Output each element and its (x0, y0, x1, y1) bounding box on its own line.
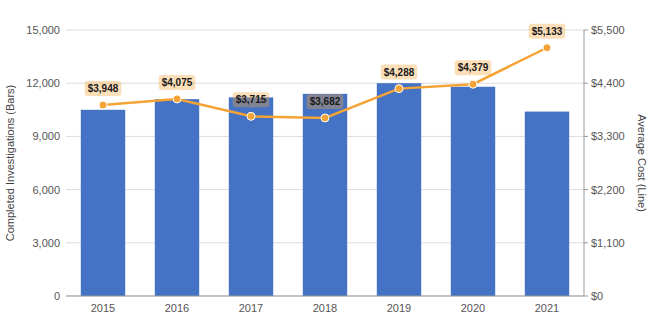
y2-tick-label: $1,100 (591, 237, 625, 249)
line-marker (395, 85, 403, 93)
plot-area (81, 44, 569, 296)
y2-tick (584, 30, 588, 31)
y2-tick (584, 296, 588, 297)
grid-line (66, 296, 584, 297)
y-tick-label: 12,000 (26, 77, 60, 89)
data-label-text: $5,133 (532, 26, 563, 37)
y-axis-title: Completed Investigations (Bars) (4, 85, 16, 242)
x-tick-label: 2016 (165, 302, 189, 314)
line-marker (543, 44, 551, 52)
data-label-text: $4,075 (162, 77, 193, 88)
x-tick-label: 2015 (91, 302, 115, 314)
x-axis-line (66, 296, 584, 297)
y2-tick-label: $2,200 (591, 184, 625, 196)
line-marker (173, 95, 181, 103)
y2-tick (584, 136, 588, 137)
x-tick-label: 2020 (461, 302, 485, 314)
y-tick-label: 6,000 (32, 184, 60, 196)
grid (66, 30, 584, 296)
y2-tick (584, 83, 588, 84)
data-label-text: $4,379 (458, 62, 489, 73)
data-label: $5,133 (529, 24, 566, 39)
y-tick-label: 3,000 (32, 237, 60, 249)
line-marker (99, 101, 107, 109)
data-label-text: $4,288 (384, 67, 415, 78)
bar (303, 94, 347, 296)
data-label-box (233, 92, 270, 107)
y-tick-label: 15,000 (26, 24, 60, 36)
chart-container: 0 3,000 6,000 9,000 12,000 15,000 $0 $1,100 $2,2… (0, 0, 650, 324)
data-label: $3,682 (307, 94, 344, 109)
data-label: $4,379 (455, 60, 492, 75)
y2-tick-label: $4,400 (591, 77, 625, 89)
line-marker (469, 80, 477, 88)
y2-tick-label: $5,500 (591, 24, 625, 36)
data-label: $4,288 (381, 65, 418, 80)
data-label-box (381, 65, 418, 80)
bar (81, 110, 125, 296)
y2-tick-label: $0 (591, 290, 603, 302)
x-tick-label: 2019 (387, 302, 411, 314)
bar (451, 87, 495, 296)
bar (155, 99, 199, 296)
data-label-text: $3,682 (310, 96, 341, 107)
data-label: $4,075 (159, 75, 196, 90)
data-label-box (85, 81, 122, 96)
chart: 0 3,000 6,000 9,000 12,000 15,000 $0 $1,100 $2,2… (0, 0, 650, 324)
data-label-box (529, 24, 566, 39)
data-label: $3,715 (233, 92, 270, 107)
data-labels: $3,948 $4,075 $3,715 $3,682 $4,288 $4,379 $5,1… (85, 24, 566, 109)
y2-axis-line (584, 30, 585, 296)
bar (377, 83, 421, 296)
y2-tick (584, 242, 588, 243)
y2-axis-title: Average Cost (Line) (636, 114, 648, 212)
data-label-box (455, 60, 492, 75)
x-tick-label: 2018 (313, 302, 337, 314)
y-tick-label: 9,000 (32, 130, 60, 142)
data-label: $3,948 (85, 81, 122, 96)
y2-tick (584, 189, 588, 190)
x-tick-label: 2017 (239, 302, 263, 314)
y2-tick-label: $3,300 (591, 130, 625, 142)
grid-line (66, 83, 584, 84)
line (103, 48, 547, 118)
line-marker (321, 114, 329, 122)
grid-line (66, 30, 584, 31)
data-label-box (159, 75, 196, 90)
y-tick-label: 0 (54, 290, 60, 302)
data-label-text: $3,715 (236, 94, 267, 105)
x-tick-label: 2021 (535, 302, 559, 314)
data-label-text: $3,948 (88, 83, 119, 94)
data-label-box (307, 94, 344, 109)
bar (229, 97, 273, 296)
line-marker (247, 112, 255, 120)
bar (525, 112, 569, 296)
